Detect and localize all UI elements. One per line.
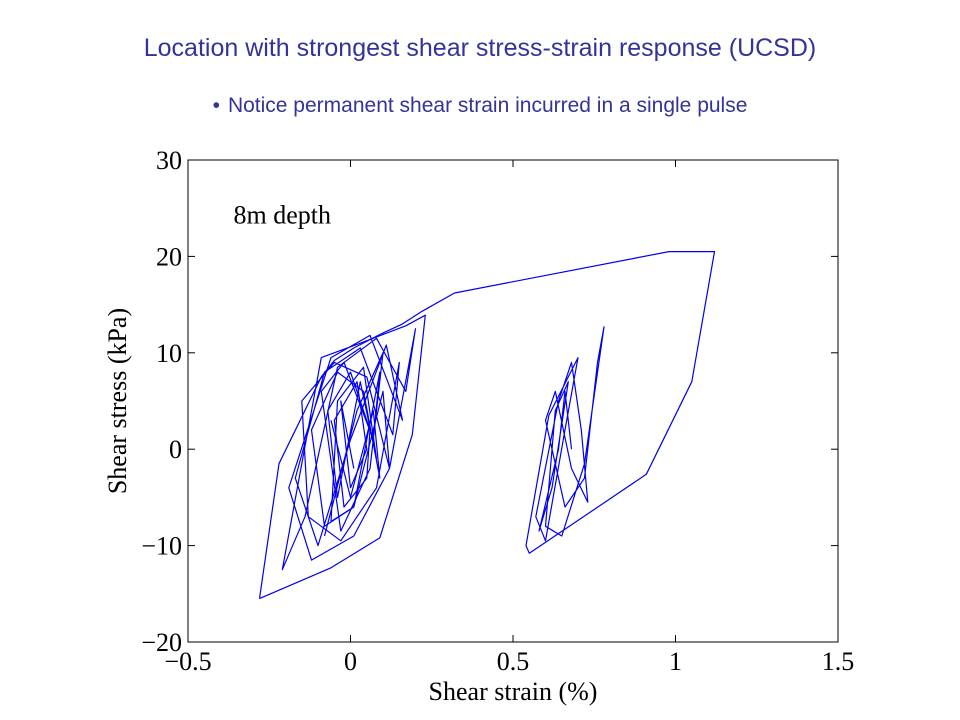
slide-title: Location with strongest shear stress-str… [143, 34, 817, 62]
y-tick-label: 10 [156, 339, 182, 368]
series-line-1 [258, 251, 716, 599]
y-tick-label: 20 [156, 242, 182, 271]
chart-annotation: 8m depth [234, 201, 332, 230]
axis-ticks: −0.5 0 0.5 1 1.5 −20 −10 0 10 20 30 [141, 146, 854, 676]
x-tick-label: 1.5 [822, 647, 855, 676]
bullet-text: Notice permanent shear strain incurred i… [227, 94, 748, 117]
plot-frame [187, 159, 839, 643]
series-layer [258, 251, 716, 600]
x-tick-label: −0.5 [164, 647, 211, 676]
series-line-3 [320, 352, 384, 537]
x-tick-label: 0.5 [497, 647, 530, 676]
y-tick-label: 0 [169, 435, 182, 464]
y-axis-title: Shear stress (kPa) [103, 308, 132, 494]
x-tick-label: 0 [344, 647, 357, 676]
bullet-dot-icon: • [212, 94, 220, 117]
series-line-2 [259, 314, 426, 600]
bullet-point: • Notice permanent shear strain incurred … [0, 94, 960, 118]
y-tick-label: 30 [156, 146, 182, 175]
y-tick-label: −20 [141, 628, 182, 657]
x-tick-label: 1 [669, 647, 682, 676]
y-tick-label: −10 [141, 532, 182, 561]
x-axis-title: Shear strain (%) [429, 677, 598, 706]
